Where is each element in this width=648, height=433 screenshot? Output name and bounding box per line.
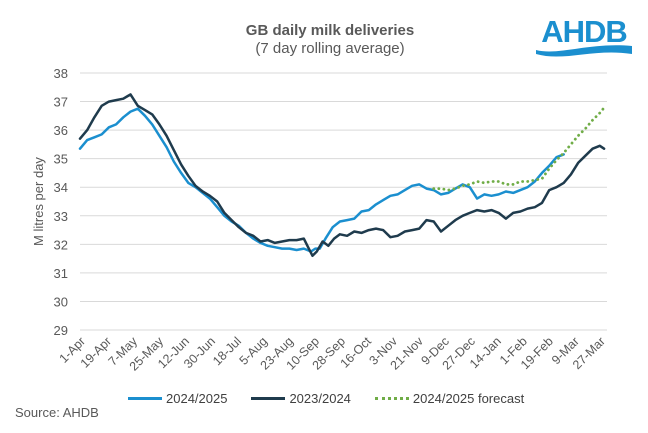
y-tick-label: 33 (54, 209, 68, 224)
x-tick-label: 18-Jul (210, 334, 244, 368)
y-tick-label: 35 (54, 152, 68, 167)
logo-wave-icon (536, 45, 632, 57)
chart-title: GB daily milk deliveries (245, 22, 415, 39)
y-tick-label: 37 (54, 95, 68, 110)
source-note: Source: AHDB (15, 405, 99, 420)
y-tick-label: 38 (54, 66, 68, 81)
y-axis-label: M litres per day (31, 157, 46, 246)
legend-item: 2023/2024 (251, 391, 351, 406)
y-tick-label: 36 (54, 123, 68, 138)
series-line-2024-2025-forecast (432, 104, 607, 192)
logo-text: AHDB (541, 14, 627, 49)
legend-label: 2023/2024 (289, 391, 351, 406)
legend-item: 2024/2025 forecast (374, 391, 525, 406)
y-tick-label: 29 (54, 323, 68, 338)
legend: 2024/2025 2023/2024 2024/2025 forecast (128, 391, 548, 406)
series-line-2023-2024 (78, 93, 606, 258)
y-tick-label: 32 (54, 237, 68, 252)
y-tick-label: 30 (54, 294, 68, 309)
y-tick-label: 31 (54, 266, 68, 281)
legend-label: 2024/2025 forecast (412, 391, 525, 406)
legend-swatch (374, 397, 409, 400)
legend-item: 2024/2025 (128, 391, 227, 406)
ahdb-logo: AHDB (536, 14, 632, 57)
legend-swatch (128, 397, 162, 400)
legend-swatch (251, 397, 286, 400)
y-tick-label: 34 (54, 180, 68, 195)
chart-subtitle: (7 day rolling average) (255, 40, 405, 57)
legend-label: 2024/2025 (166, 391, 228, 406)
